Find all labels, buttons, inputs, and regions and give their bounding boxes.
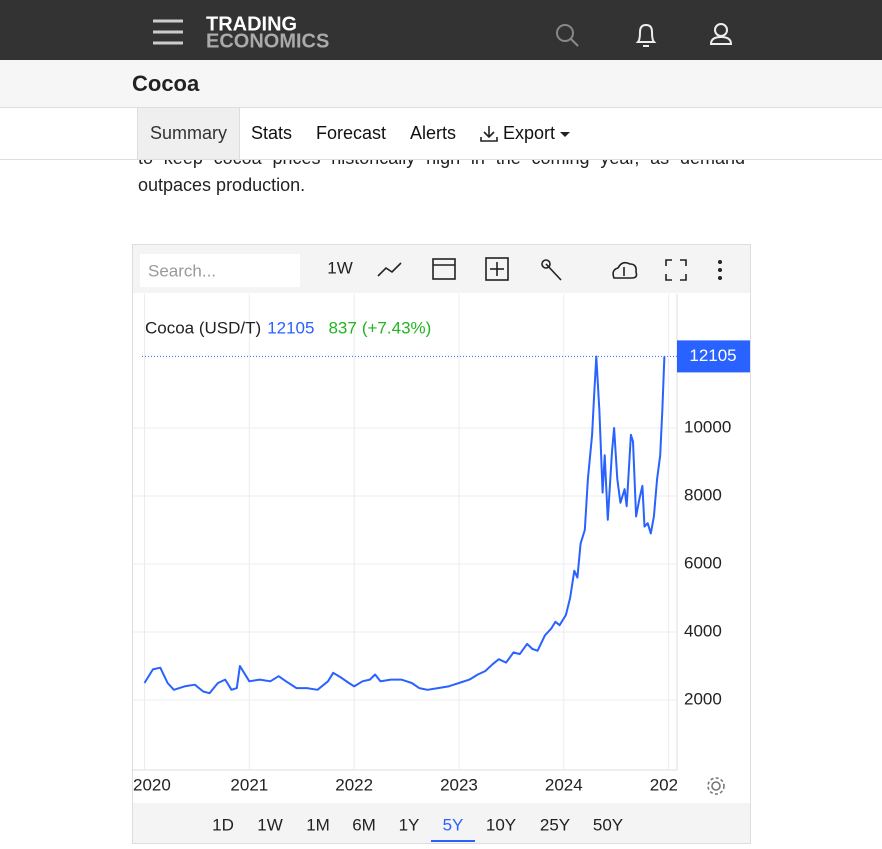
- chart-type-icon[interactable]: [377, 262, 402, 277]
- interval-button[interactable]: 1W: [327, 258, 353, 277]
- range-button[interactable]: 10Y: [486, 815, 516, 834]
- bell-icon[interactable]: [635, 23, 657, 47]
- range-button[interactable]: 1W: [257, 815, 283, 834]
- cloud-download-icon[interactable]: [612, 261, 638, 279]
- legend-title: Cocoa (USD/T): [145, 318, 261, 337]
- range-bar: [133, 803, 750, 843]
- menu-icon[interactable]: [153, 19, 183, 45]
- range-button[interactable]: 1M: [306, 815, 330, 834]
- legend-change: 837: [328, 318, 356, 337]
- title-bar: Cocoa: [0, 60, 882, 108]
- chart-settings-icon[interactable]: [707, 777, 725, 795]
- dropdown-caret: [560, 132, 570, 137]
- last-value-badge: [677, 340, 750, 373]
- calendar-icon[interactable]: [432, 258, 456, 280]
- download-icon: [480, 126, 498, 142]
- price-line: [143, 355, 666, 695]
- search-placeholder[interactable]: Search...: [148, 261, 216, 280]
- chart-frame: [132, 244, 751, 844]
- fullscreen-icon[interactable]: [665, 259, 687, 281]
- page-title: Cocoa: [132, 71, 200, 96]
- x-tick-label: 2021: [230, 775, 268, 794]
- tab[interactable]: Stats: [251, 123, 293, 143]
- y-tick-label: 2000: [684, 689, 722, 708]
- top-bar: TRADING ECONOMICS: [0, 0, 882, 60]
- range-button[interactable]: 1D: [212, 815, 234, 834]
- range-button[interactable]: 6M: [352, 815, 376, 834]
- user-icon[interactable]: [709, 23, 733, 45]
- tab[interactable]: Alerts: [410, 123, 457, 143]
- settings-wrench-icon[interactable]: [541, 259, 562, 281]
- search-icon[interactable]: [556, 24, 579, 47]
- logo-line1[interactable]: TRADING: [206, 13, 297, 35]
- more-icon[interactable]: [718, 260, 722, 280]
- legend-change-percent: (+7.43%): [362, 318, 431, 337]
- x-tick-label: 2024: [545, 775, 583, 794]
- range-button[interactable]: 25Y: [540, 815, 570, 834]
- range-button[interactable]: 50Y: [593, 815, 623, 834]
- y-tick-label: 8000: [684, 485, 722, 504]
- paragraph-line: outpaces production.: [138, 175, 306, 195]
- tab[interactable]: Summary: [137, 108, 240, 159]
- last-value-label: 12105: [689, 346, 736, 365]
- x-axis-labels: 2020 2021 2022 2023 2024 2025: [133, 775, 688, 794]
- top-bar-icons: TRADING ECONOMICS: [153, 13, 733, 52]
- legend-value: 12105: [267, 318, 314, 337]
- tab[interactable]: Forecast: [316, 123, 387, 143]
- tab-bar: Summary Stats Forecast Alerts Export: [0, 108, 882, 160]
- tab[interactable]: Export: [503, 123, 556, 143]
- x-tick-label: 2023: [440, 775, 478, 794]
- y-tick-label: 6000: [684, 553, 722, 572]
- x-tick-label: 2022: [335, 775, 373, 794]
- y-tick-label: 4000: [684, 621, 722, 640]
- x-tick-label: 2025: [650, 775, 688, 794]
- search-box[interactable]: [140, 254, 300, 287]
- logo-line2[interactable]: ECONOMICS: [206, 30, 329, 52]
- range-button[interactable]: 5Y: [443, 815, 464, 834]
- x-tick-label: 2020: [133, 775, 171, 794]
- y-tick-label: 10000: [684, 417, 731, 436]
- add-indicator-icon[interactable]: [485, 257, 509, 281]
- range-button[interactable]: 1Y: [399, 815, 420, 834]
